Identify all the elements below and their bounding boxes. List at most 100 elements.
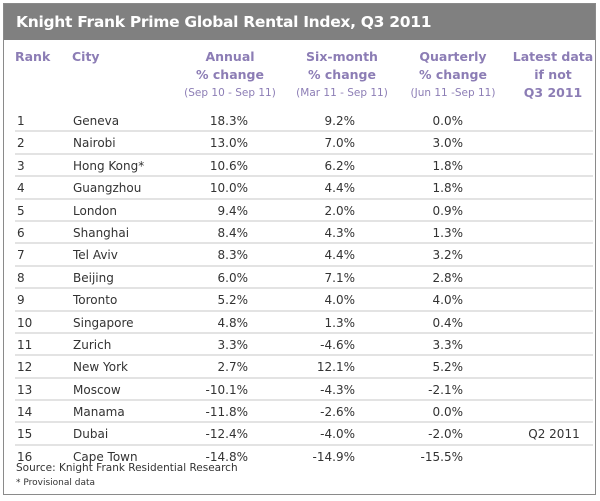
table-row: 13 Moscow -10.1% -4.3% -2.1%: [15, 379, 593, 402]
table-row: 3 Hong Kong* 10.6% 6.2% 1.8%: [15, 155, 593, 178]
header-six-month-period: (Mar 11 - Sep 11): [296, 87, 388, 99]
city-cell: New York: [73, 360, 128, 375]
six-month-change-cell: -14.9%: [312, 449, 355, 464]
annual-change-cell: -11.8%: [205, 405, 248, 420]
quarterly-change-cell: 0.9%: [432, 203, 464, 218]
annual-change-cell: 3.3%: [217, 337, 249, 352]
table-row: 15 Dubai -12.4% -4.0% -2.0% Q2 2011: [15, 423, 593, 446]
header-quarterly-line1: Quarterly: [419, 49, 487, 64]
six-month-change-cell: -4.3%: [320, 382, 355, 397]
six-month-change-cell: -4.6%: [320, 337, 355, 352]
rank-cell: 12: [17, 360, 33, 375]
header-latest-line3: Q3 2011: [523, 85, 583, 100]
table-row: 8 Beijing 6.0% 7.1% 2.8%: [15, 267, 593, 290]
city-cell: Cape Town: [73, 449, 138, 464]
annual-change-cell: 8.3%: [217, 248, 249, 263]
rank-cell: 3: [17, 158, 25, 173]
header-annual: Annual % change (Sep 10 - Sep 11): [174, 48, 286, 102]
header-six-month-line2: % change: [308, 67, 376, 82]
city-cell: Singapore: [73, 315, 134, 330]
quarterly-change-cell: 1.8%: [432, 181, 464, 196]
quarterly-change-cell: 5.2%: [432, 360, 464, 375]
annual-change-cell: 2.7%: [217, 360, 249, 375]
header-quarterly-period: (Jun 11 -Sep 11): [410, 87, 496, 99]
rank-cell: 14: [17, 405, 33, 420]
header-six-month-line1: Six-month: [306, 49, 378, 64]
quarterly-change-cell: 0.0%: [432, 114, 464, 128]
city-cell: Geneva: [73, 114, 120, 128]
city-cell: Beijing: [73, 270, 114, 285]
annual-change-cell: 10.6%: [209, 158, 248, 173]
rank-cell: 9: [17, 293, 25, 308]
rank-cell: 7: [17, 248, 25, 263]
annual-change-cell: 18.3%: [209, 114, 248, 128]
annual-change-cell: 4.8%: [217, 315, 249, 330]
rank-cell: 2: [17, 136, 25, 151]
annual-change-cell: -10.1%: [205, 382, 248, 397]
annual-change-cell: 5.2%: [217, 293, 249, 308]
header-city: City: [72, 49, 100, 64]
annual-change-cell: 8.4%: [217, 225, 249, 240]
annual-change-cell: 9.4%: [217, 203, 249, 218]
header-six-month: Six-month % change (Mar 11 - Sep 11): [286, 48, 398, 102]
header-latest-line1: Latest data: [512, 49, 594, 64]
quarterly-change-cell: 2.8%: [432, 270, 464, 285]
source-note: Source: Knight Frank Residential Researc…: [16, 462, 238, 474]
six-month-change-cell: 4.0%: [324, 293, 356, 308]
rank-cell: 5: [17, 203, 25, 218]
table-row: 7 Tel Aviv 8.3% 4.4% 3.2%: [15, 244, 593, 267]
rank-cell: 11: [17, 337, 33, 352]
table-row: 2 Nairobi 13.0% 7.0% 3.0%: [15, 132, 593, 155]
quarterly-change-cell: 1.8%: [432, 158, 464, 173]
table-row: 11 Zurich 3.3% -4.6% 3.3%: [15, 334, 593, 357]
table-row: 14 Manama -11.8% -2.6% 0.0%: [15, 401, 593, 424]
six-month-change-cell: 4.4%: [324, 248, 356, 263]
annual-change-cell: 13.0%: [209, 136, 248, 151]
city-cell: Toronto: [73, 293, 118, 308]
quarterly-change-cell: 3.0%: [432, 136, 464, 151]
six-month-change-cell: 1.3%: [324, 315, 356, 330]
rank-cell: 15: [17, 427, 33, 442]
quarterly-change-cell: 0.0%: [432, 405, 464, 420]
quarterly-change-cell: -2.1%: [428, 382, 463, 397]
city-cell: Nairobi: [73, 136, 116, 151]
latest-data-cell: Q2 2011: [528, 427, 580, 442]
annual-change-cell: 10.0%: [209, 181, 248, 196]
city-cell: Zurich: [73, 337, 112, 352]
footnote: * Provisional data: [16, 478, 96, 488]
quarterly-change-cell: 3.3%: [432, 337, 464, 352]
six-month-change-cell: -4.0%: [320, 427, 355, 442]
annual-change-cell: -12.4%: [205, 427, 248, 442]
rank-cell: 6: [17, 225, 25, 240]
table-frame: Knight Frank Prime Global Rental Index, …: [3, 3, 596, 495]
header-quarterly-line2: % change: [419, 67, 487, 82]
header-quarterly: Quarterly % change (Jun 11 -Sep 11): [397, 48, 509, 102]
six-month-change-cell: -2.6%: [320, 405, 355, 420]
table-body: 1 Geneva 18.3% 9.2% 0.0% 2 Nairobi 13.0% 7.0% 3.0…: [15, 110, 593, 468]
quarterly-change-cell: 4.0%: [432, 293, 464, 308]
six-month-change-cell: 9.2%: [324, 114, 356, 128]
six-month-change-cell: 4.3%: [324, 225, 356, 240]
table-row: 12 New York 2.7% 12.1% 5.2%: [15, 356, 593, 379]
header-latest-line2: if not: [534, 67, 572, 82]
city-cell: London: [73, 203, 117, 218]
header-latest: Latest data if not Q3 2011: [509, 48, 597, 102]
annual-change-cell: -14.8%: [205, 449, 248, 464]
city-cell: Shanghai: [73, 225, 130, 240]
six-month-change-cell: 4.4%: [324, 181, 356, 196]
city-cell: Guangzhou: [73, 181, 142, 196]
six-month-change-cell: 6.2%: [324, 158, 356, 173]
quarterly-change-cell: 1.3%: [432, 225, 464, 240]
table-row: 10 Singapore 4.8% 1.3% 0.4%: [15, 312, 593, 334]
table-row: 6 Shanghai 8.4% 4.3% 1.3%: [15, 222, 593, 245]
six-month-change-cell: 2.0%: [324, 203, 356, 218]
table-row: 9 Toronto 5.2% 4.0% 4.0%: [15, 289, 593, 312]
rank-cell: 16: [17, 449, 33, 464]
six-month-change-cell: 7.0%: [324, 136, 356, 151]
table-row: 4 Guangzhou 10.0% 4.4% 1.8%: [15, 177, 593, 200]
header-annual-line1: Annual: [205, 49, 255, 64]
quarterly-change-cell: 0.4%: [432, 315, 464, 330]
header-annual-line2: % change: [196, 67, 264, 82]
city-cell: Manama: [73, 405, 125, 420]
header-annual-period: (Sep 10 - Sep 11): [184, 87, 276, 99]
